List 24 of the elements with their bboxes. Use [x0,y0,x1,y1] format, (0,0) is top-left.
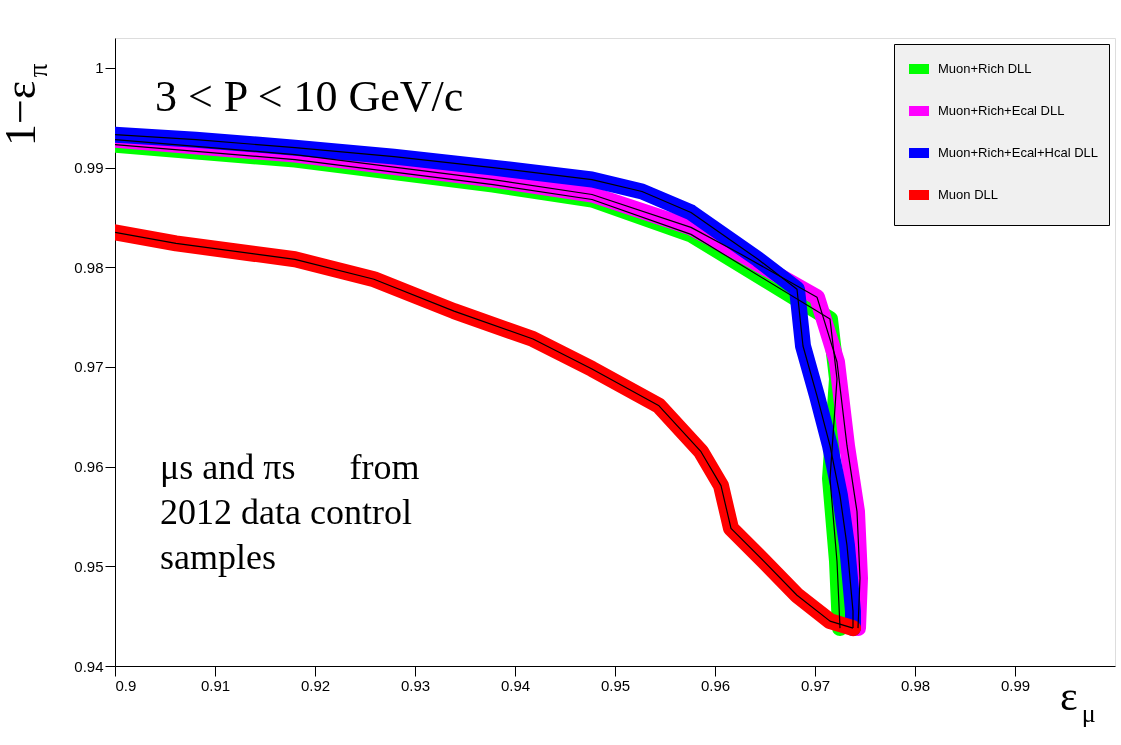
x-tick-label: 0.9 [115,676,137,694]
x-tick-label: 0.94 [500,676,531,694]
legend-label: Muon+Rich+Ecal+Hcal DLL [938,145,1099,160]
legend-label: Muon+Rich+Ecal DLL [938,103,1065,118]
y-tick-label: 0.99 [74,159,104,177]
y-tick-label: 0.94 [74,657,104,675]
annotation: μs and πs from 2012 data control samples [160,447,420,577]
y-tick-label: 0.95 [74,557,104,575]
y-axis-title: 1−επ [0,63,54,146]
y-tick-label: 0.96 [74,458,104,476]
x-tick-label: 0.92 [300,676,331,694]
x-tick-label: 0.99 [1000,676,1031,694]
y-tick-label: 1 [95,59,104,77]
x-tick-label: 0.96 [700,676,731,694]
y-tick-label: 0.98 [74,258,104,276]
annotation: 3 < P < 10 GeV/c [155,72,464,121]
legend-label: Muon DLL [938,187,998,202]
x-tick-label: 0.91 [200,676,231,694]
legend-label: Muon+Rich DLL [938,61,1032,76]
x-tick-label: 0.98 [900,676,931,694]
x-tick-label: 0.97 [800,676,831,694]
y-tick-label: 0.97 [74,358,104,376]
x-tick-label: 0.93 [400,676,431,694]
x-tick-label: 0.95 [600,676,631,694]
